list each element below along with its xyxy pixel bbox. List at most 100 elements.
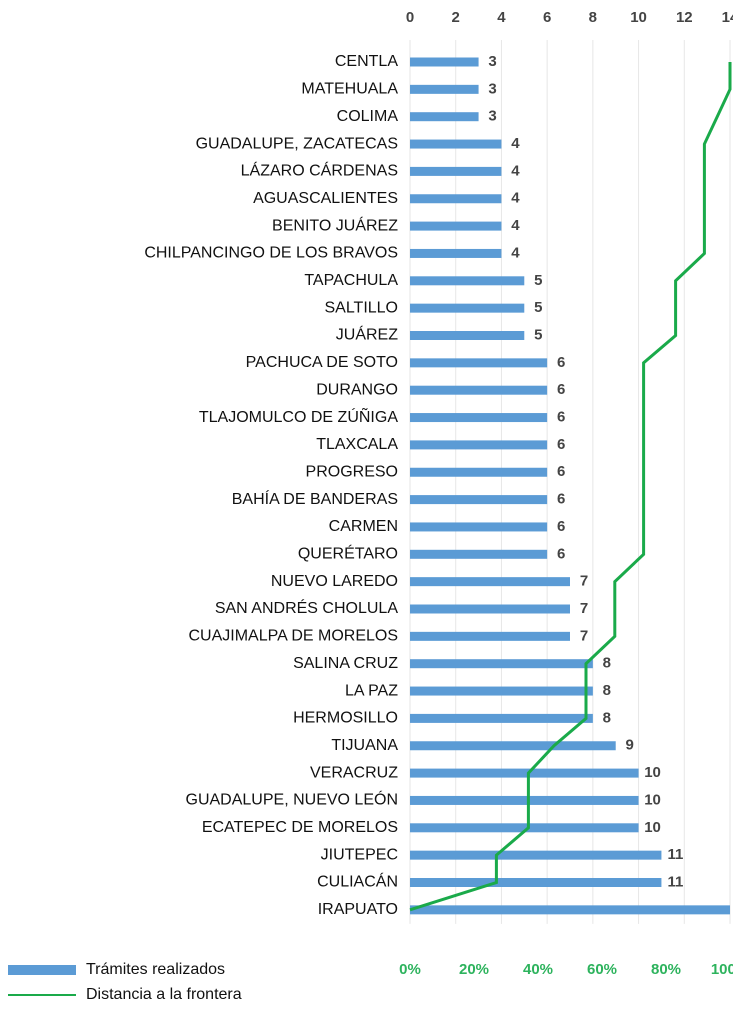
category-label: SALTILLO (324, 299, 398, 316)
category-label: NUEVO LAREDO (271, 573, 398, 590)
bar (410, 413, 548, 423)
bar (410, 604, 570, 614)
value-label: 4 (511, 244, 520, 261)
bar (410, 385, 548, 395)
category-label: QUERÉTARO (298, 544, 398, 563)
bar (410, 440, 548, 450)
value-label: 4 (511, 135, 520, 152)
value-label: 4 (511, 162, 520, 179)
top-tick-label: 8 (589, 9, 597, 26)
value-label: 6 (557, 354, 565, 371)
bottom-tick-label: 0% (399, 961, 421, 978)
value-label: 3 (488, 80, 496, 97)
value-label: 4 (511, 190, 520, 207)
bar (410, 276, 525, 286)
value-label: 7 (580, 573, 588, 590)
category-label: VERACRUZ (310, 764, 398, 781)
top-tick-label: 10 (630, 9, 647, 26)
category-label: SAN ANDRÉS CHOLULA (215, 598, 398, 617)
value-label: 6 (557, 409, 565, 426)
bar (410, 741, 616, 751)
value-label: 8 (603, 655, 611, 672)
category-label: SALINA CRUZ (293, 655, 398, 672)
value-label: 3 (488, 53, 496, 70)
category-label: CENTLA (335, 53, 398, 70)
value-label: 8 (603, 709, 611, 726)
value-label: 5 (534, 326, 542, 343)
category-label: GUADALUPE, NUEVO LEÓN (186, 790, 399, 809)
bar (410, 577, 570, 587)
bar (410, 522, 548, 532)
value-label: 10 (644, 791, 661, 808)
bottom-tick-label: 60% (587, 961, 617, 978)
bar (410, 878, 662, 887)
value-label: 7 (580, 627, 588, 644)
bar (410, 166, 502, 176)
category-label: HERMOSILLO (293, 710, 398, 727)
bar (410, 795, 639, 805)
bar (410, 850, 662, 860)
top-tick-label: 12 (676, 9, 693, 26)
bar (410, 358, 548, 368)
category-label: AGUASCALIENTES (253, 190, 398, 207)
legend-swatch (8, 965, 76, 975)
bar (410, 112, 479, 122)
bar (410, 139, 502, 149)
value-label: 10 (644, 764, 661, 781)
category-label: TLAXCALA (316, 436, 398, 453)
bar (410, 823, 639, 833)
category-label: DURANGO (316, 381, 398, 398)
category-label: LA PAZ (345, 682, 398, 699)
category-label: LÁZARO CÁRDENAS (241, 161, 398, 180)
category-label: TAPACHULA (304, 272, 398, 289)
top-tick-label: 0 (406, 9, 414, 26)
category-label: GUADALUPE, ZACATECAS (196, 135, 398, 152)
legend-label: Distancia a la frontera (86, 986, 242, 1003)
category-label: JUÁREZ (336, 325, 398, 344)
category-label: CUAJIMALPA DE MORELOS (188, 628, 398, 645)
bar (410, 549, 548, 559)
category-label: IRAPUATO (318, 901, 398, 918)
line (409, 62, 732, 912)
bar (410, 84, 479, 94)
value-label: 6 (557, 518, 565, 535)
value-label: 8 (603, 682, 611, 699)
bar (410, 57, 479, 67)
bar (410, 495, 548, 505)
category-label: COLIMA (337, 108, 399, 125)
bottom-tick-label: 80% (651, 961, 681, 978)
category-label: CHILPANCINGO DE LOS BRAVOS (144, 245, 398, 262)
value-label: 9 (626, 737, 634, 754)
value-label: 5 (534, 299, 542, 316)
category-label: CARMEN (329, 518, 398, 535)
bar (410, 467, 548, 477)
category-label: BAHÍA DE BANDERAS (232, 489, 398, 508)
category-label: MATEHUALA (301, 81, 398, 98)
category-label: CULIACÁN (317, 872, 398, 891)
bar (410, 905, 730, 915)
bar (410, 221, 502, 231)
value-label: 6 (557, 436, 565, 453)
bar (410, 194, 502, 204)
bar (410, 331, 525, 340)
value-label: 10 (644, 819, 661, 836)
bar (410, 303, 525, 313)
value-label: 6 (557, 463, 565, 480)
category-label: JIUTEPEC (321, 846, 398, 863)
bar (410, 768, 639, 778)
bar (410, 686, 593, 696)
bottom-tick-label: 20% (459, 961, 489, 978)
category-label: ECATEPEC DE MORELOS (202, 819, 398, 836)
value-label: 3 (488, 108, 496, 125)
bar (410, 248, 502, 258)
bar (410, 631, 570, 641)
value-label: 11 (667, 873, 683, 890)
bar (410, 713, 593, 723)
value-label: 11 (667, 846, 683, 863)
value-label: 7 (580, 600, 588, 617)
value-label: 6 (557, 491, 565, 508)
legend-label: Trámites realizados (86, 961, 225, 978)
value-label: 4 (511, 217, 520, 234)
top-tick-label: 2 (452, 9, 460, 26)
